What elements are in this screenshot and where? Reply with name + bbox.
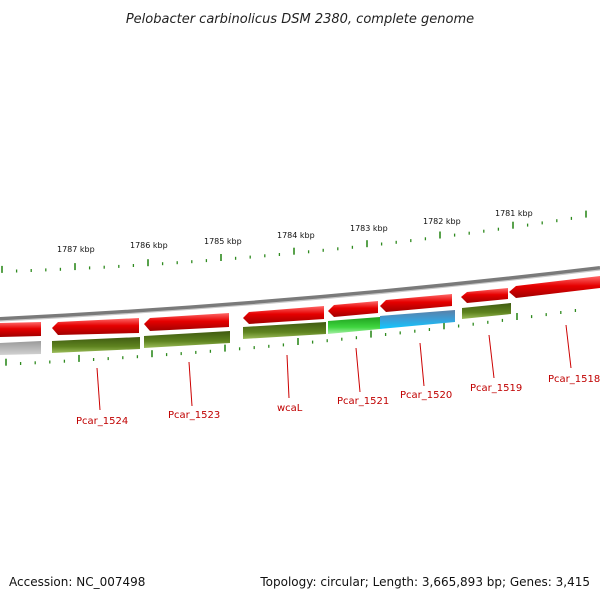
accession-text: Accession: NC_007498 bbox=[9, 575, 145, 589]
gene-label[interactable]: Pcar_1523 bbox=[168, 410, 220, 421]
scale-label: 1785 kbp bbox=[204, 237, 242, 246]
scale-ticks bbox=[1, 210, 587, 366]
reverse-strand-features bbox=[0, 303, 511, 355]
gene-feature[interactable] bbox=[52, 337, 140, 353]
cds-feature[interactable] bbox=[509, 276, 600, 298]
gene-label[interactable]: Pcar_1520 bbox=[400, 390, 452, 401]
scale-label: 1786 kbp bbox=[130, 241, 168, 250]
scale-label: 1784 kbp bbox=[277, 231, 315, 240]
gene-feature[interactable] bbox=[144, 331, 230, 348]
gene-feature[interactable] bbox=[243, 322, 326, 339]
gene-label[interactable]: Pcar_1521 bbox=[337, 396, 389, 407]
gene-label[interactable]: Pcar_1519 bbox=[470, 383, 522, 394]
genome-title: Pelobacter carbinolicus DSM 2380, comple… bbox=[126, 12, 474, 27]
cds-feature[interactable] bbox=[328, 301, 378, 317]
gene-feature-highlight-blue[interactable] bbox=[380, 310, 455, 329]
cds-feature[interactable] bbox=[243, 306, 324, 324]
gene-label[interactable]: Pcar_1518 bbox=[548, 374, 600, 385]
scale-label: 1783 kbp bbox=[350, 224, 388, 233]
cds-feature[interactable] bbox=[0, 322, 41, 337]
gene-labels: Pcar_1524 Pcar_1523 wcaL Pcar_1521 Pcar_… bbox=[76, 374, 600, 427]
topology-summary: Topology: circular; Length: 3,665,893 bp… bbox=[259, 575, 590, 589]
scale-labels: 1787 kbp 1786 kbp 1785 kbp 1784 kbp 1783… bbox=[57, 209, 533, 254]
label-leaders bbox=[96, 324, 572, 411]
gene-feature[interactable] bbox=[0, 341, 41, 355]
gene-feature-highlight-green[interactable] bbox=[328, 317, 380, 334]
forward-strand-features bbox=[0, 276, 600, 337]
scale-label: 1781 kbp bbox=[495, 209, 533, 218]
cds-feature[interactable] bbox=[144, 313, 229, 331]
cds-feature[interactable] bbox=[380, 294, 452, 312]
scale-label: 1787 kbp bbox=[57, 245, 95, 254]
genome-backbone bbox=[0, 266, 600, 322]
gene-feature[interactable] bbox=[462, 303, 511, 319]
gene-label[interactable]: Pcar_1524 bbox=[76, 416, 128, 427]
cds-feature[interactable] bbox=[52, 318, 139, 335]
scale-label: 1782 kbp bbox=[423, 217, 461, 226]
gene-label[interactable]: wcaL bbox=[277, 403, 303, 414]
cds-feature[interactable] bbox=[461, 288, 508, 303]
